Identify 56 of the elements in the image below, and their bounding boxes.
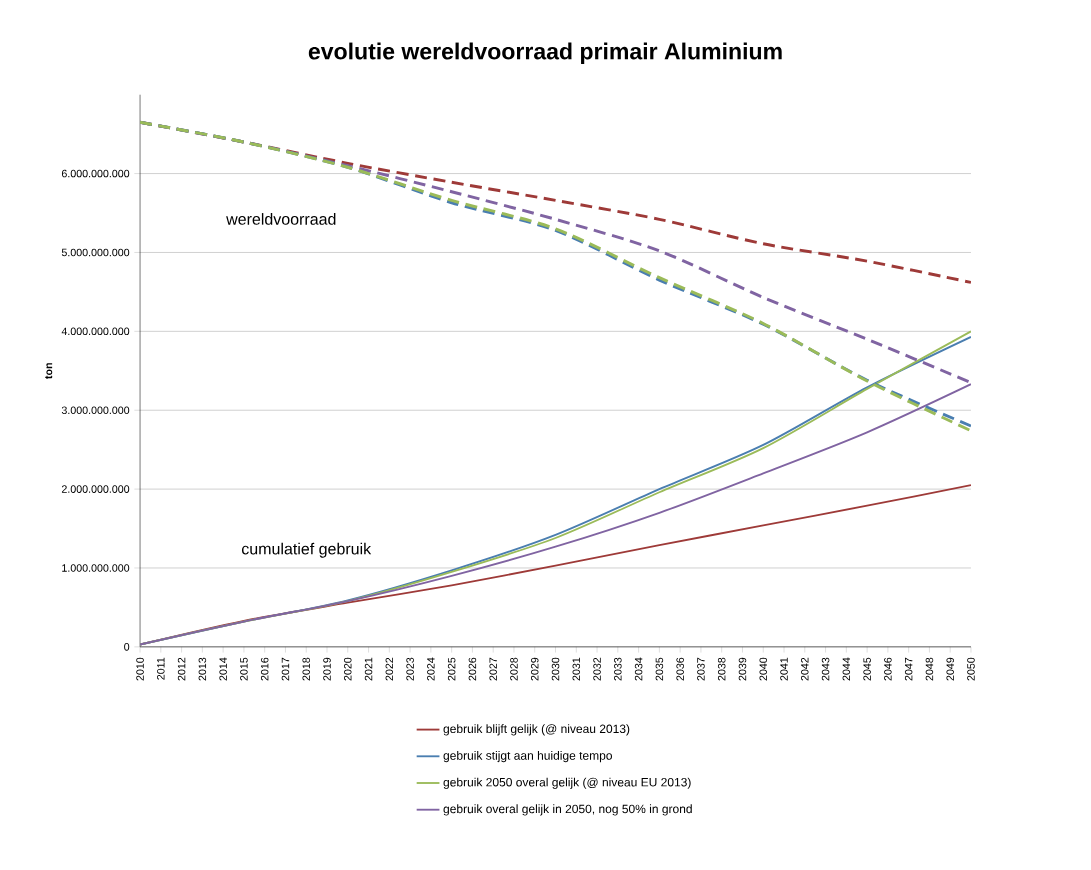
- x-tick-label: 2016: [260, 657, 269, 681]
- legend-label: gebruik stijgt aan huidige tempo: [443, 751, 612, 763]
- y-axis-title: ton: [45, 363, 53, 380]
- x-tick-label: 2028: [510, 657, 518, 681]
- legend-label: gebruik blijft gelijk (@ niveau 2013): [443, 724, 630, 736]
- y-tick-label: 5.000.000.000: [61, 248, 130, 257]
- x-tick-label: 2029: [530, 657, 539, 681]
- x-tick-label: 2041: [780, 657, 788, 681]
- x-tick-label: 2015: [240, 657, 248, 681]
- x-tick-label: 2024: [427, 657, 435, 681]
- chart-title: evolutie wereldvoorraad primair Aluminium: [308, 42, 782, 65]
- x-tick-label: 2021: [364, 657, 373, 681]
- x-tick-label: 2043: [821, 657, 830, 681]
- x-tick-label: 2011: [157, 657, 165, 680]
- x-tick-label: 2046: [884, 657, 892, 681]
- x-tick-label: 2033: [614, 657, 622, 681]
- x-tick-label: 2026: [468, 657, 477, 681]
- x-tick-label: 2030: [551, 657, 560, 681]
- x-tick-label: 2022: [385, 658, 394, 681]
- y-tick-label: 2.000.000.000: [61, 485, 130, 494]
- annotation: wereldvoorraad: [226, 213, 336, 226]
- x-tick-label: 2023: [406, 657, 414, 681]
- y-tick-label: 0: [124, 643, 130, 651]
- x-tick-label: 2036: [676, 657, 684, 681]
- x-tick-label: 2019: [323, 657, 331, 681]
- x-tick-label: 2013: [198, 657, 207, 681]
- x-tick-label: 2020: [344, 657, 352, 681]
- x-tick-label: 2032: [593, 658, 601, 681]
- legend-label: gebruik 2050 overal gelijk (@ niveau EU 2013): [443, 777, 691, 790]
- x-tick-label: 2012: [177, 658, 186, 681]
- x-tick-label: 2027: [489, 658, 497, 681]
- x-tick-label: 2050: [967, 657, 975, 681]
- y-tick-label: 1.000.000.000: [62, 564, 130, 572]
- x-tick-label: 2037: [697, 658, 705, 681]
- y-tick-label: 4.000.000.000: [61, 327, 130, 336]
- x-tick-label: 2039: [738, 657, 747, 681]
- y-tick-label: 3.000.000.000: [61, 406, 130, 415]
- x-tick-label: 2047: [904, 658, 913, 681]
- x-tick-label: 2014: [219, 657, 227, 681]
- x-tick-label: 2035: [655, 657, 664, 681]
- x-tick-label: 2038: [717, 657, 726, 681]
- y-tick-label: 6.000.000.000: [61, 170, 130, 178]
- annotation: cumulatief gebruik: [241, 542, 372, 558]
- x-tick-label: 2040: [759, 657, 768, 681]
- x-tick-label: 2048: [925, 657, 934, 681]
- x-tick-label: 2017: [281, 658, 290, 681]
- x-tick-label: 2034: [634, 657, 643, 681]
- x-tick-label: 2018: [302, 657, 311, 681]
- x-tick-label: 2010: [136, 657, 144, 681]
- x-tick-label: 2049: [946, 657, 954, 681]
- x-tick-label: 2025: [447, 657, 456, 681]
- x-tick-label: 2042: [801, 658, 809, 681]
- x-tick-label: 2044: [842, 657, 851, 681]
- x-tick-label: 2031: [572, 657, 581, 681]
- legend-label: gebruik overal gelijk in 2050, nog 50% in grond: [443, 804, 692, 816]
- x-tick-label: 2045: [863, 657, 871, 681]
